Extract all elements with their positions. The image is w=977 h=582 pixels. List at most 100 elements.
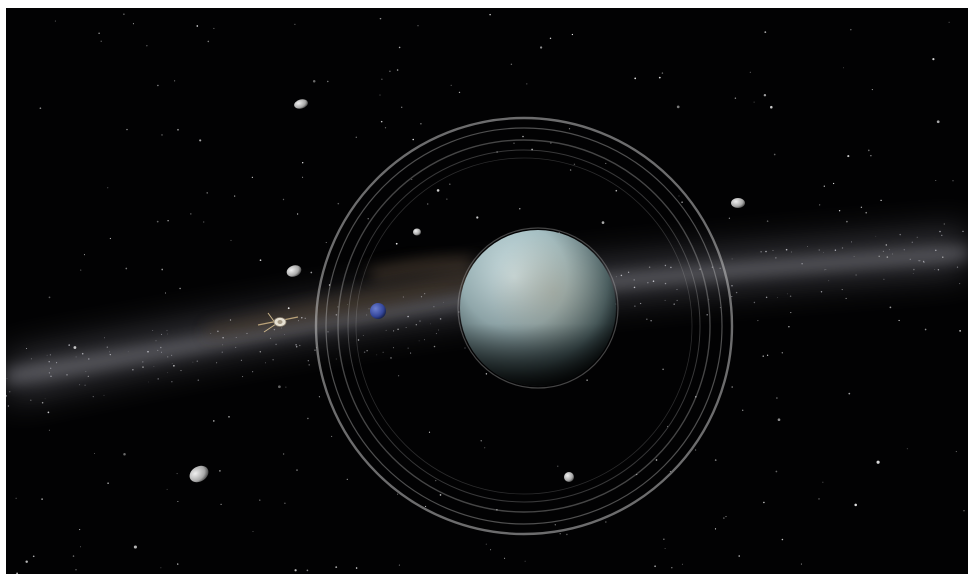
star	[550, 142, 552, 144]
star	[903, 249, 905, 251]
star	[681, 201, 683, 204]
star	[781, 352, 783, 354]
star	[217, 330, 219, 333]
star	[753, 301, 756, 304]
star	[711, 266, 714, 268]
star	[762, 355, 764, 357]
moon[interactable]	[413, 228, 421, 236]
star	[911, 241, 913, 243]
star	[504, 557, 506, 559]
star	[230, 239, 232, 241]
star	[327, 331, 329, 333]
star	[753, 101, 755, 103]
star	[913, 268, 915, 271]
spacecraft-icon[interactable]	[257, 312, 299, 333]
star	[306, 569, 309, 572]
star	[192, 361, 194, 363]
star	[670, 266, 672, 269]
star	[850, 28, 852, 31]
star	[427, 203, 429, 205]
star	[32, 555, 35, 558]
star	[167, 333, 168, 335]
star	[519, 208, 521, 210]
star	[401, 106, 403, 108]
star	[242, 376, 244, 378]
star	[161, 134, 163, 136]
star	[398, 564, 400, 566]
star	[428, 431, 431, 433]
star	[302, 162, 304, 164]
star	[160, 567, 162, 569]
star	[222, 344, 224, 346]
moon[interactable]	[187, 463, 212, 486]
star	[203, 221, 205, 223]
space-viewport[interactable]	[6, 8, 968, 574]
star	[50, 367, 52, 369]
star	[568, 128, 571, 130]
star	[775, 257, 777, 259]
star	[405, 327, 407, 328]
star	[601, 221, 605, 224]
star	[526, 83, 528, 85]
moon[interactable]	[731, 198, 745, 208]
star	[221, 351, 223, 353]
star	[92, 395, 94, 398]
star	[318, 396, 320, 398]
star	[490, 549, 492, 551]
star	[943, 223, 945, 225]
star	[485, 543, 487, 545]
star	[909, 258, 911, 260]
star	[107, 187, 109, 189]
star	[85, 370, 87, 372]
star	[423, 339, 426, 341]
star	[25, 560, 28, 563]
star	[335, 314, 338, 316]
moon[interactable]	[293, 98, 309, 110]
star	[381, 78, 383, 80]
star	[106, 346, 108, 348]
star	[449, 183, 451, 185]
star	[935, 249, 937, 252]
star	[79, 529, 81, 531]
star	[678, 195, 680, 197]
star	[54, 20, 56, 22]
moon[interactable]	[564, 472, 574, 482]
star	[173, 365, 175, 367]
star	[252, 530, 254, 533]
star	[307, 417, 309, 420]
star	[385, 329, 387, 331]
star	[959, 283, 961, 285]
star	[94, 452, 96, 454]
star	[335, 566, 338, 568]
star	[627, 271, 630, 273]
star	[865, 211, 868, 214]
star	[489, 13, 491, 16]
star	[775, 470, 778, 473]
star	[167, 372, 169, 374]
uranus-planet[interactable]	[460, 230, 616, 386]
star	[765, 250, 767, 253]
star	[240, 359, 242, 361]
star	[818, 498, 820, 500]
star	[834, 249, 837, 251]
star	[380, 120, 383, 123]
star	[167, 356, 169, 358]
star	[379, 94, 381, 96]
star	[899, 233, 901, 236]
star	[734, 97, 737, 99]
star	[871, 89, 873, 91]
moon[interactable]	[285, 263, 303, 278]
star	[284, 334, 285, 336]
star	[666, 425, 668, 427]
star	[936, 120, 940, 124]
star	[98, 32, 100, 34]
star	[875, 235, 877, 237]
star	[480, 440, 482, 442]
star	[417, 25, 419, 27]
blue-moon-icon[interactable]	[370, 303, 386, 319]
star	[889, 306, 892, 309]
star	[676, 299, 678, 301]
star	[822, 481, 824, 483]
star	[673, 303, 675, 305]
star	[788, 325, 790, 328]
